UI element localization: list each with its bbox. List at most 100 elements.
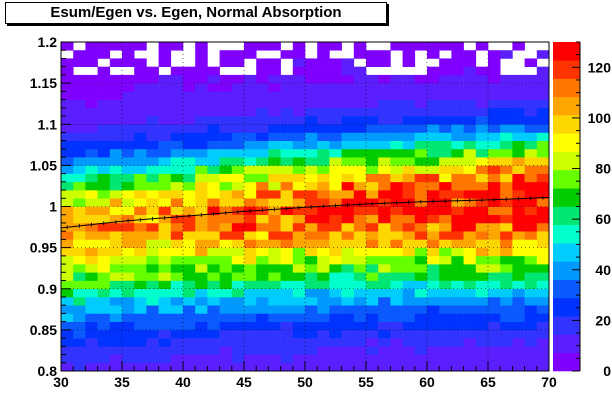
heatmap-cell — [146, 231, 159, 240]
heatmap-cell — [427, 124, 440, 133]
heatmap-cell — [292, 321, 306, 331]
heatmap-cell — [195, 107, 208, 117]
heatmap-cell — [231, 255, 245, 265]
heatmap-cell — [536, 50, 550, 59]
heatmap-cell — [219, 239, 233, 248]
color-scale-label: 100 — [588, 110, 612, 126]
heatmap-cell — [451, 181, 464, 191]
heatmap-cell — [183, 288, 196, 298]
heatmap-cell — [109, 346, 123, 355]
heatmap-cell — [256, 107, 269, 117]
heatmap-cell — [97, 296, 111, 306]
heatmap-cell — [463, 91, 477, 100]
heatmap-cell — [463, 148, 477, 158]
heatmap-cell — [256, 231, 269, 240]
heatmap-cell — [219, 222, 233, 232]
heatmap-cell — [366, 107, 379, 117]
heatmap-cell — [97, 173, 111, 183]
heatmap-cell — [536, 83, 550, 92]
heatmap-cell — [402, 50, 416, 59]
heatmap-cell — [280, 116, 294, 125]
heatmap-cell — [244, 198, 257, 207]
heatmap-cell — [195, 346, 208, 355]
heatmap-cell — [183, 313, 196, 322]
heatmap-cell — [109, 198, 123, 207]
heatmap-cell — [195, 305, 208, 314]
heatmap-cell — [195, 321, 208, 331]
heatmap-cell — [305, 329, 318, 339]
heatmap-cell — [231, 132, 245, 141]
heatmap-cell — [195, 83, 208, 92]
heatmap-cell — [402, 214, 416, 224]
heatmap-cell — [231, 305, 245, 314]
heatmap-cell — [475, 66, 489, 76]
heatmap-cell — [219, 346, 233, 355]
heatmap-cell — [475, 173, 489, 183]
heatmap-cell — [402, 157, 416, 166]
color-scale-band — [553, 169, 580, 189]
heatmap-cell — [292, 66, 306, 76]
heatmap-cell — [158, 206, 172, 216]
heatmap-cell — [439, 354, 452, 364]
heatmap-cell — [390, 132, 403, 141]
heatmap-cell — [280, 296, 294, 306]
heatmap-cell — [244, 280, 257, 290]
heatmap-cell — [500, 280, 513, 290]
heatmap-cell — [292, 272, 306, 281]
heatmap-cell — [244, 99, 257, 109]
color-scale-band — [553, 243, 580, 262]
heatmap-cell — [109, 280, 123, 290]
heatmap-cell — [158, 296, 172, 306]
heatmap-cell — [244, 190, 257, 199]
heatmap-cell — [524, 58, 538, 67]
heatmap-cell — [427, 91, 440, 100]
heatmap-cell — [500, 272, 513, 281]
heatmap-cell — [244, 239, 257, 248]
heatmap-cell — [414, 132, 428, 141]
heatmap-cell — [170, 42, 184, 51]
heatmap-cell — [341, 157, 355, 166]
heatmap-cell — [207, 165, 220, 174]
heatmap-cell — [317, 313, 330, 322]
heatmap-cell — [134, 173, 147, 183]
heatmap-cell — [158, 173, 172, 183]
heatmap-cell — [317, 148, 330, 158]
heatmap-cell — [219, 140, 233, 150]
heatmap-cell — [146, 247, 159, 257]
heatmap-cell — [524, 313, 538, 322]
heatmap-cell — [390, 42, 403, 51]
heatmap-cell — [463, 124, 477, 133]
heatmap-cell — [536, 157, 550, 166]
heatmap-cell — [451, 124, 464, 133]
heatmap-cell — [390, 74, 403, 84]
heatmap-cell — [341, 124, 355, 133]
y-tick-label: 0.9 — [38, 281, 58, 297]
heatmap-cell — [329, 305, 342, 314]
heatmap-cell — [353, 313, 367, 322]
heatmap-cell — [390, 313, 403, 322]
heatmap-cell — [244, 272, 257, 281]
heatmap-cell — [500, 74, 513, 84]
heatmap-cell — [231, 91, 245, 100]
heatmap-cell — [292, 74, 306, 84]
heatmap-cell — [439, 148, 452, 158]
heatmap-cell — [122, 190, 135, 199]
heatmap-cell — [463, 190, 477, 199]
heatmap-cell — [451, 255, 464, 265]
heatmap-cell — [341, 58, 355, 67]
heatmap-cell — [305, 288, 318, 298]
heatmap-cell — [61, 362, 74, 372]
heatmap-cell — [158, 140, 172, 150]
heatmap-cell — [463, 346, 477, 355]
heatmap-cell — [244, 50, 257, 59]
heatmap-cell — [329, 58, 342, 67]
heatmap-cell — [463, 264, 477, 273]
heatmap-cell — [378, 206, 391, 216]
heatmap-cell — [122, 116, 135, 125]
heatmap-cell — [390, 255, 403, 265]
heatmap-cell — [97, 148, 111, 158]
color-scale-band — [553, 115, 580, 134]
heatmap-cell — [390, 231, 403, 240]
heatmap-cell — [341, 107, 355, 117]
